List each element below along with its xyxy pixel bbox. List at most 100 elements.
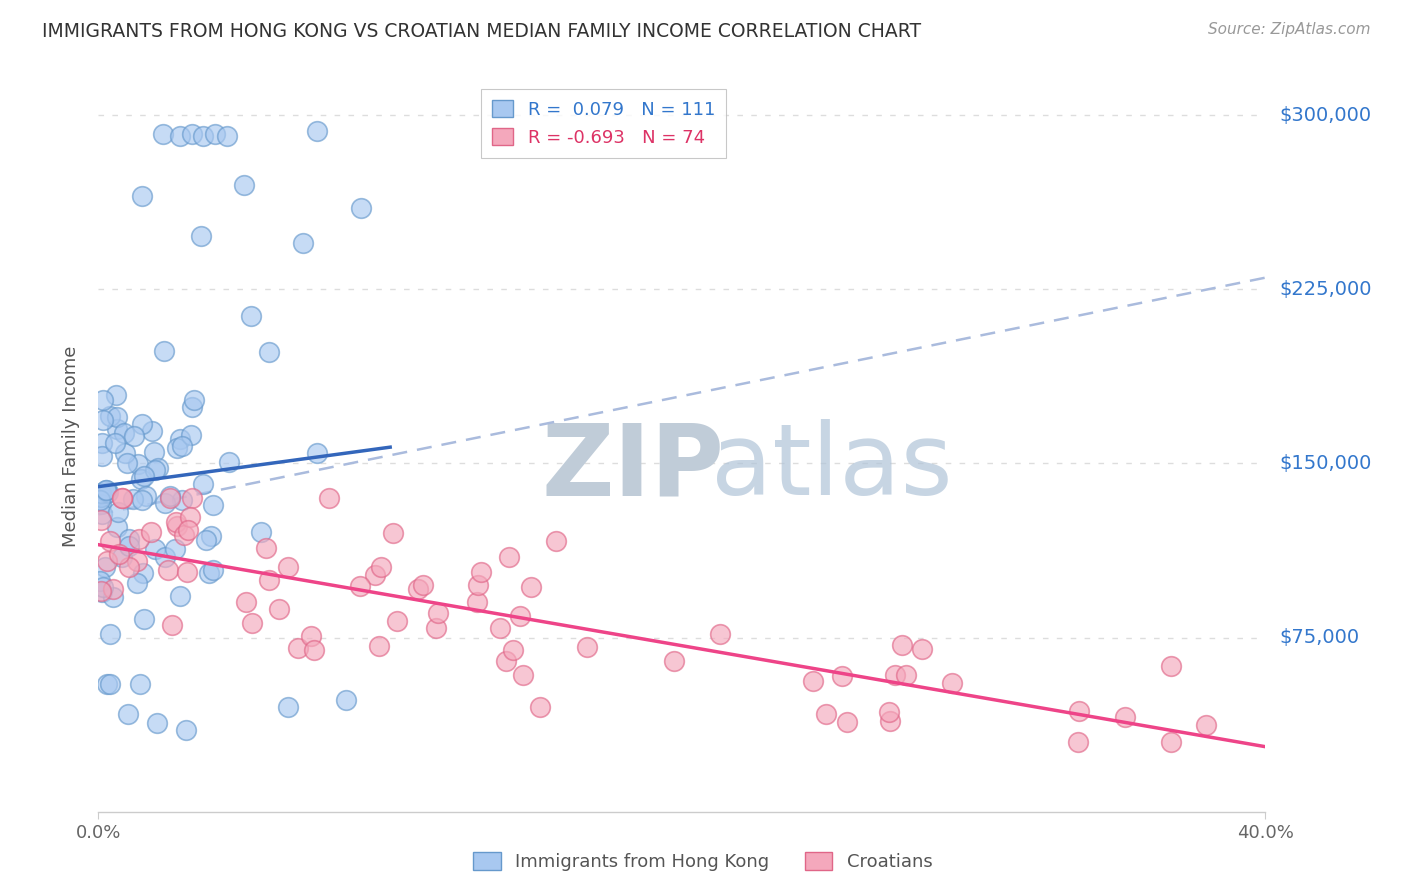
Legend: Immigrants from Hong Kong, Croatians: Immigrants from Hong Kong, Croatians — [467, 846, 939, 879]
Point — [172, 492, 194, 507]
Point — [941, 676, 963, 690]
Point — [193, 477, 215, 491]
Point — [94, 560, 117, 574]
Text: $225,000: $225,000 — [1279, 280, 1372, 299]
Point — [112, 425, 135, 440]
Point — [837, 715, 859, 730]
Point — [242, 615, 264, 630]
Point — [94, 483, 117, 497]
Point — [98, 677, 121, 691]
Point — [105, 409, 128, 424]
Point — [489, 621, 512, 635]
Point — [215, 128, 238, 143]
Point — [91, 449, 114, 463]
Point — [302, 642, 325, 657]
Point — [96, 677, 118, 691]
Point — [299, 629, 322, 643]
Point — [176, 565, 198, 579]
Point — [96, 554, 118, 568]
Point — [318, 491, 340, 506]
Point — [512, 667, 534, 681]
Point — [91, 392, 114, 407]
Point — [104, 387, 127, 401]
Point — [170, 439, 193, 453]
Point — [165, 515, 187, 529]
Point — [165, 541, 187, 556]
Point — [307, 124, 329, 138]
Point — [105, 422, 128, 436]
Point — [96, 485, 118, 500]
Point — [267, 602, 290, 616]
Point — [277, 559, 299, 574]
Point — [180, 127, 202, 141]
Text: Source: ZipAtlas.com: Source: ZipAtlas.com — [1208, 22, 1371, 37]
Point — [129, 472, 152, 486]
Point — [287, 641, 309, 656]
Point — [181, 491, 204, 506]
Point — [89, 493, 111, 508]
Point — [291, 235, 314, 250]
Text: IMMIGRANTS FROM HONG KONG VS CROATIAN MEDIAN FAMILY INCOME CORRELATION CHART: IMMIGRANTS FROM HONG KONG VS CROATIAN ME… — [42, 22, 921, 41]
Point — [139, 525, 162, 540]
Point — [1160, 659, 1182, 673]
Point — [277, 700, 299, 714]
Point — [259, 574, 281, 588]
Point — [132, 612, 155, 626]
Point — [91, 580, 114, 594]
Point — [177, 523, 200, 537]
Point — [498, 549, 520, 564]
Point — [117, 539, 139, 553]
Point — [114, 446, 136, 460]
Point — [233, 178, 256, 192]
Point — [254, 541, 277, 556]
Point — [141, 425, 163, 439]
Point — [146, 461, 169, 475]
Y-axis label: Median Family Income: Median Family Income — [62, 345, 80, 547]
Legend: R =  0.079   N = 111, R = -0.693   N = 74: R = 0.079 N = 111, R = -0.693 N = 74 — [481, 89, 725, 158]
Text: atlas: atlas — [711, 419, 953, 516]
Point — [125, 554, 148, 568]
Point — [122, 491, 145, 506]
Point — [115, 456, 138, 470]
Point — [520, 580, 543, 594]
Point — [169, 432, 191, 446]
Point — [197, 566, 219, 581]
Point — [235, 595, 257, 609]
Point — [240, 310, 263, 324]
Point — [166, 518, 188, 533]
Point — [153, 344, 176, 359]
Point — [195, 533, 218, 548]
Point — [89, 498, 111, 512]
Point — [90, 513, 112, 527]
Point — [406, 582, 429, 597]
Point — [335, 693, 357, 707]
Point — [159, 491, 181, 506]
Point — [218, 455, 240, 469]
Point — [122, 429, 145, 443]
Point — [135, 489, 157, 503]
Point — [107, 505, 129, 519]
Point — [180, 400, 202, 414]
Point — [152, 127, 174, 141]
Point — [183, 393, 205, 408]
Point — [412, 578, 434, 592]
Point — [125, 576, 148, 591]
Point — [98, 409, 121, 423]
Point — [349, 579, 371, 593]
Point — [883, 667, 905, 681]
Point — [509, 608, 531, 623]
Point — [101, 591, 124, 605]
Point — [200, 529, 222, 543]
Point — [153, 549, 176, 564]
Point — [367, 639, 389, 653]
Point — [103, 582, 125, 597]
Point — [1114, 710, 1136, 724]
Point — [879, 714, 901, 728]
Point — [128, 677, 150, 691]
Point — [1160, 735, 1182, 749]
Point — [1195, 718, 1218, 732]
Point — [179, 509, 201, 524]
Point — [131, 417, 153, 431]
Point — [160, 618, 183, 632]
Point — [305, 446, 328, 460]
